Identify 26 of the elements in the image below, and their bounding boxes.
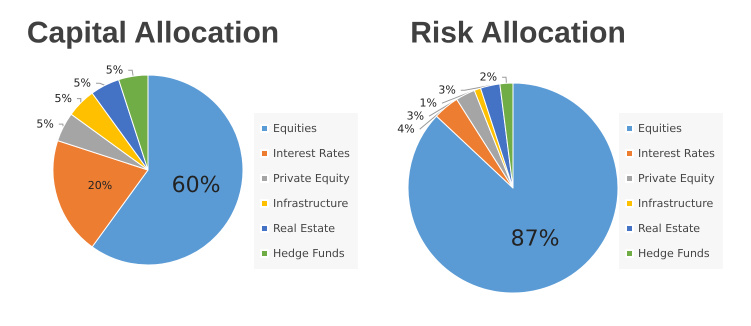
legend-label: Private Equity <box>273 172 350 185</box>
data-label: 87% <box>510 226 560 252</box>
data-label: 60% <box>172 173 220 198</box>
data-label: 1% <box>420 96 437 110</box>
legend-label: Equities <box>638 122 682 135</box>
data-label: 5% <box>74 76 91 90</box>
data-label: 4% <box>397 122 415 136</box>
chart-title: Risk Allocation <box>410 16 626 50</box>
data-label: 5% <box>54 92 72 106</box>
chart-title: Capital Allocation <box>26 16 280 50</box>
data-label: 5% <box>36 118 54 131</box>
data-label: 3% <box>406 110 424 123</box>
data-label: 20% <box>88 179 112 192</box>
data-label: 3% <box>438 84 456 97</box>
legend-label: Hedge Funds <box>273 247 345 260</box>
data-label: 5% <box>106 64 124 77</box>
legend-label: Interest Rates <box>273 147 350 160</box>
legend-label: Hedge Funds <box>638 247 710 260</box>
legend-label: Real Estate <box>638 222 700 235</box>
data-label: 2% <box>480 70 498 84</box>
legend-label: Equities <box>273 122 318 135</box>
legend-label: Interest Rates <box>638 147 716 160</box>
legend-label: Infrastructure <box>273 197 349 210</box>
legend-label: Private Equity <box>638 172 716 185</box>
legend-label: Real Estate <box>273 222 336 235</box>
legend-label: Infrastructure <box>638 197 714 210</box>
